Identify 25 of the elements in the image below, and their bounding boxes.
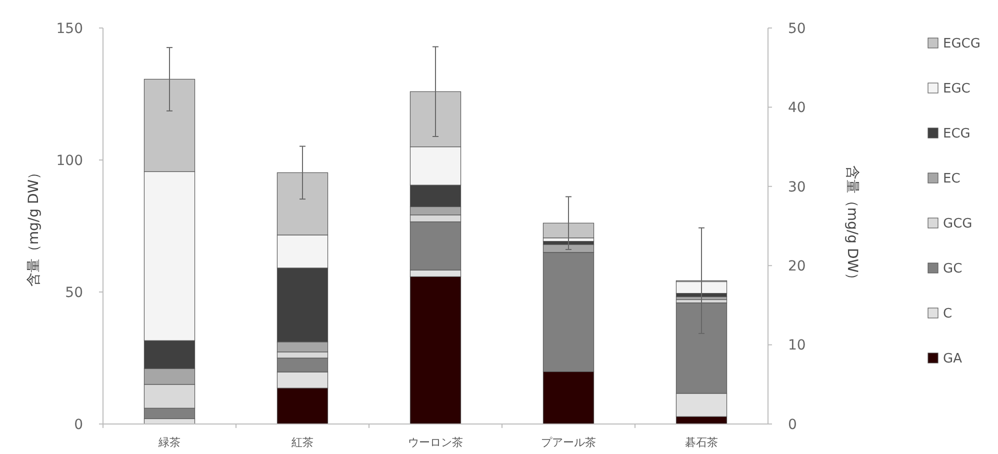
y2-tick-label: 30 [788,179,806,196]
y-tick-label: 150 [56,20,83,37]
y-tick-label: 100 [56,152,83,169]
y2-tick-label: 40 [788,100,806,116]
y-axis-title: 含量（mg/g DW） [26,165,42,287]
x-tick-label: ウーロン茶 [408,436,463,449]
legend-label: GA [943,352,962,367]
legend-label: EGC [943,82,970,97]
y-tick-label: 0 [74,416,83,433]
x-tick-label: 紅茶 [292,436,314,449]
y2-tick-label: 10 [788,338,806,354]
legend-label: EC [943,172,960,187]
legend-label: EGCG [943,36,980,52]
y-tick-label: 50 [65,284,83,301]
y2-tick-label: 20 [788,258,806,274]
legend-label: GC [943,262,962,277]
y2-tick-label: 0 [788,416,797,433]
y2-axis-title: 含量（mg/g DW） [844,165,860,287]
x-tick-label: プアール茶 [541,436,596,449]
x-tick-label: 碁石茶 [685,436,718,449]
legend-label: ECG [943,126,970,142]
x-tick-label: 緑茶 [158,436,180,449]
legend-label: GCG [943,216,972,232]
y2-tick-label: 50 [788,20,806,37]
legend-label: C [943,306,952,322]
